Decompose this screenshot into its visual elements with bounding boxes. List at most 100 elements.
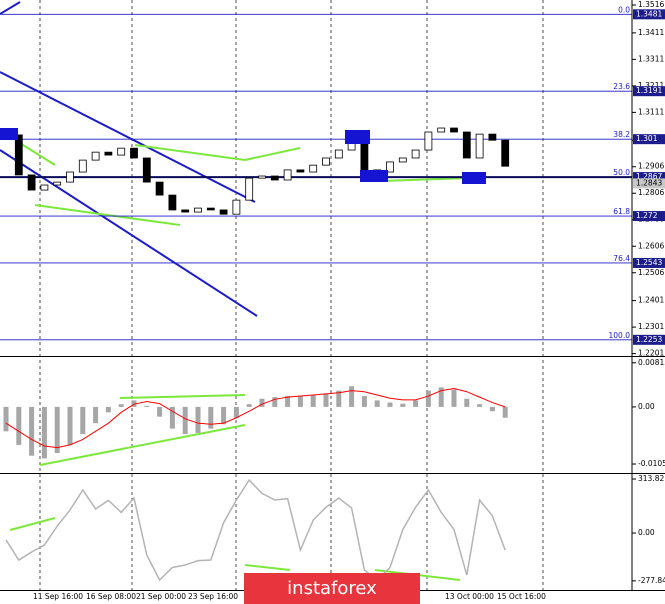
y-tick-label: 1.2906 [638, 162, 664, 171]
divergence-line [134, 144, 246, 161]
candle [130, 147, 138, 159]
histogram-bar [413, 400, 419, 407]
candle [117, 147, 126, 156]
y-tick-label: 1.3411 [638, 28, 664, 37]
histogram-bar [169, 406, 175, 429]
candle [360, 141, 369, 171]
candle [450, 127, 458, 133]
candle [27, 174, 36, 191]
fib-level-name: 50.0 [613, 168, 630, 177]
histogram-bar [29, 406, 35, 456]
candle [296, 169, 305, 173]
candle [91, 151, 100, 161]
y-tick-label: 1.3516 [638, 0, 664, 9]
candle [475, 133, 484, 159]
histogram-bar [336, 390, 342, 407]
y-tick-label: 1.2606 [638, 241, 664, 250]
histogram-bar [477, 404, 483, 407]
fib-level-name: 76.4 [613, 254, 630, 263]
histogram-bar [144, 405, 150, 407]
divergence-line [119, 394, 246, 399]
candle [386, 161, 394, 173]
candle [104, 151, 113, 156]
y-tick-label: 0.00813 [638, 358, 665, 367]
candle [309, 164, 318, 173]
candle [245, 177, 254, 201]
histogram-bar [157, 406, 163, 417]
divergence-line [34, 204, 181, 226]
highlight-boxes [0, 128, 486, 184]
histogram-bar [41, 406, 47, 459]
x-tick-label: 15 Oct 16:00 [497, 592, 546, 601]
candle [462, 131, 471, 159]
candle [53, 181, 62, 186]
candle [78, 159, 87, 173]
histogram-bar [221, 406, 227, 425]
level-price-label: 1.2543 [636, 258, 662, 267]
highlight-box [345, 130, 370, 144]
histogram-bar [297, 395, 303, 407]
candle [501, 139, 510, 167]
candle [14, 134, 23, 176]
divergence-line [244, 147, 301, 161]
histogram-bar [16, 406, 22, 445]
x-tick-label: 13 Oct 00:00 [445, 592, 494, 601]
histogram-bar [3, 406, 9, 432]
y-tick-label: 0.00 [638, 528, 655, 537]
candle [411, 149, 420, 159]
histogram-bar [182, 406, 188, 435]
candle [155, 181, 164, 196]
x-tick-label: 23 Sep 16:00 [188, 592, 238, 601]
histogram-bar [105, 406, 111, 413]
candle [181, 209, 190, 213]
candle [66, 171, 74, 183]
histogram-bar [451, 389, 457, 407]
histogram-bar [246, 404, 252, 407]
level-price-label: 1.272 [636, 211, 658, 220]
y-tick-label: 1.3111 [638, 107, 664, 116]
fib-level-name: 38.2 [613, 130, 630, 139]
divergence-line [39, 424, 246, 466]
candle [206, 207, 215, 211]
candle [437, 127, 446, 133]
histogram-bar [67, 406, 73, 445]
candle [258, 175, 266, 179]
highlight-box [462, 172, 486, 184]
histogram-bar [93, 406, 99, 424]
fib-level-name: 61.8 [613, 207, 630, 216]
y-tick-label: 313.8212 [638, 474, 665, 483]
histogram-bar [118, 404, 124, 407]
y-tick-label: 1.2806 [638, 188, 664, 197]
candle [488, 133, 497, 141]
histogram-bar [374, 400, 380, 407]
histogram-bar [438, 387, 444, 407]
histogram-bar [425, 390, 431, 407]
histogram-bar [489, 406, 495, 412]
divergence-line [244, 564, 291, 571]
candle [142, 157, 151, 183]
marks [0, 13, 632, 582]
candle [283, 169, 292, 181]
histogram-bar [285, 396, 291, 407]
candle [398, 157, 407, 163]
level-price-label: 1.3481 [636, 9, 662, 18]
level-price-box [633, 172, 665, 183]
x-tick-label: 16 Sep 08:00 [86, 592, 136, 601]
y-tick-label: 1.2201 [638, 349, 664, 358]
histogram-bar [233, 406, 239, 418]
divergence-line [9, 517, 56, 531]
last-price-box [633, 178, 665, 189]
level-price-box [633, 211, 665, 222]
level-price-label: 1.3191 [636, 86, 662, 95]
y-tick-label: 1.2401 [638, 296, 664, 305]
histogram-bar [310, 394, 316, 407]
fib-level-name: 23.6 [613, 82, 630, 91]
y-tick-label: -277.844 [638, 576, 665, 585]
x-tick-label: 21 Sep 00:00 [136, 592, 186, 601]
candle [270, 175, 279, 181]
histogram-bar [502, 406, 508, 418]
y-tick-label: 1.2506 [638, 268, 664, 277]
vertical-grid [39, 0, 544, 590]
